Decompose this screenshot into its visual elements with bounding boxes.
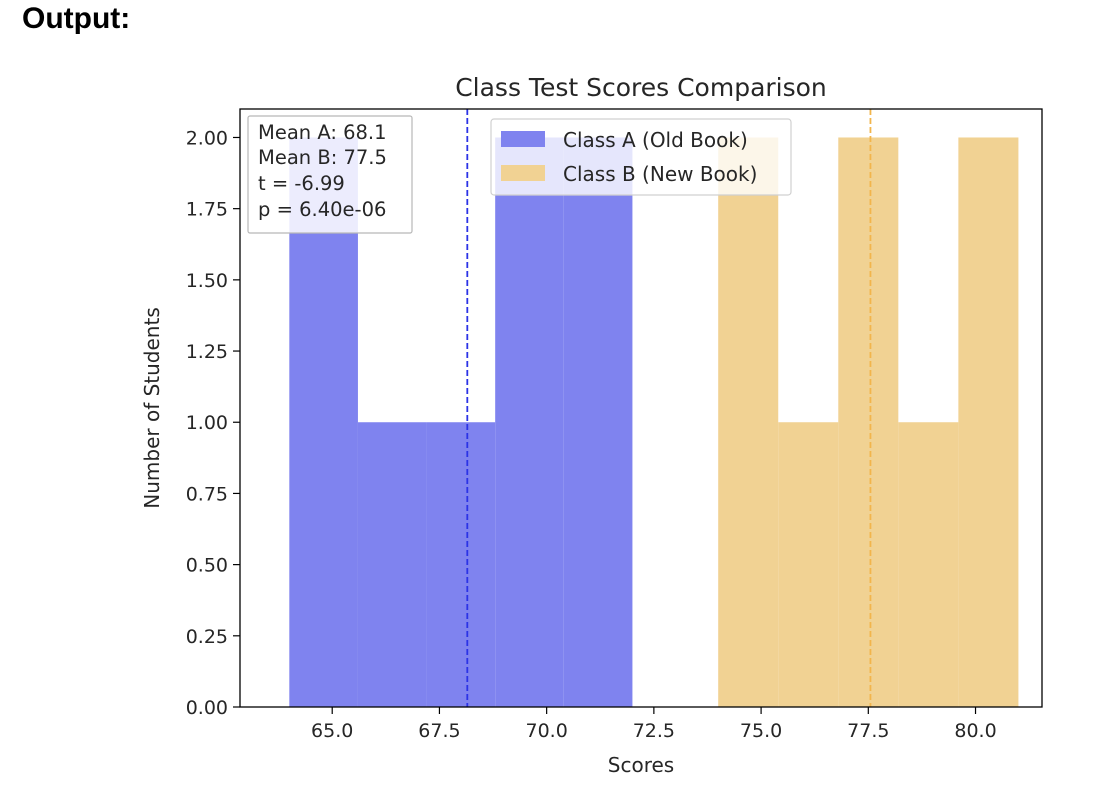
stats-mean-b: Mean B: 77.5 (258, 146, 387, 169)
x-tick-label: 77.5 (847, 720, 889, 742)
x-tick-label: 72.5 (633, 720, 675, 742)
class-b-bar-3 (838, 137, 899, 707)
legend-swatch-class-b (501, 165, 545, 181)
y-tick-label: 0.25 (186, 626, 228, 648)
y-tick-label: 0.00 (186, 697, 228, 719)
output-label: Output: (22, 2, 131, 35)
y-tick-label: 2.00 (186, 127, 228, 149)
class-a-bar-4 (495, 137, 564, 707)
stats-box-frame (247, 115, 413, 234)
y-axis-ticks: 0.00 0.25 0.50 0.75 1.00 1.25 1.50 1.75 2.00 (186, 127, 240, 719)
legend-label-class-a: Class A (Old Book) (563, 128, 748, 152)
x-tick-label: 70.0 (525, 720, 567, 742)
legend: Class A (Old Book) Class B (New Book) (490, 118, 792, 196)
y-tick-label: 1.75 (186, 199, 228, 221)
x-tick-label: 65.0 (311, 720, 353, 742)
x-axis-ticks: 65.0 67.5 70.0 72.5 75.0 77.5 80.0 (311, 707, 997, 742)
stats-t-value: t = -6.99 (258, 172, 345, 195)
x-tick-label: 75.0 (740, 720, 782, 742)
class-b-bars (718, 137, 1019, 707)
class-a-bar-2 (357, 422, 427, 707)
class-b-bar-5 (958, 137, 1019, 707)
legend-label-class-b: Class B (New Book) (563, 162, 757, 186)
plot-frame (239, 108, 1043, 708)
y-axis-label: Number of Students (140, 307, 164, 508)
stats-box: Mean A: 68.1 Mean B: 77.5 t = -6.99 p = … (247, 115, 413, 234)
stats-mean-a: Mean A: 68.1 (258, 121, 387, 144)
x-axis-label: Scores (608, 753, 674, 777)
class-b-bar-2 (778, 422, 839, 707)
y-tick-label: 1.25 (186, 341, 228, 363)
chart-title: Class Test Scores Comparison (455, 73, 827, 102)
stats-p-value: p = 6.40e-06 (258, 198, 386, 221)
legend-swatch-class-a (501, 131, 545, 147)
x-tick-label: 80.0 (954, 720, 996, 742)
y-tick-label: 1.50 (186, 270, 228, 292)
x-tick-label: 67.5 (418, 720, 460, 742)
y-tick-label: 0.50 (186, 555, 228, 577)
class-a-bar-5 (563, 137, 633, 707)
y-tick-label: 0.75 (186, 483, 228, 505)
class-a-bar-3 (426, 422, 496, 707)
class-b-bar-4 (898, 422, 959, 707)
legend-frame (490, 118, 792, 196)
y-tick-label: 1.00 (186, 412, 228, 434)
mean-lines (466, 109, 872, 707)
class-b-bar-1 (718, 137, 779, 707)
